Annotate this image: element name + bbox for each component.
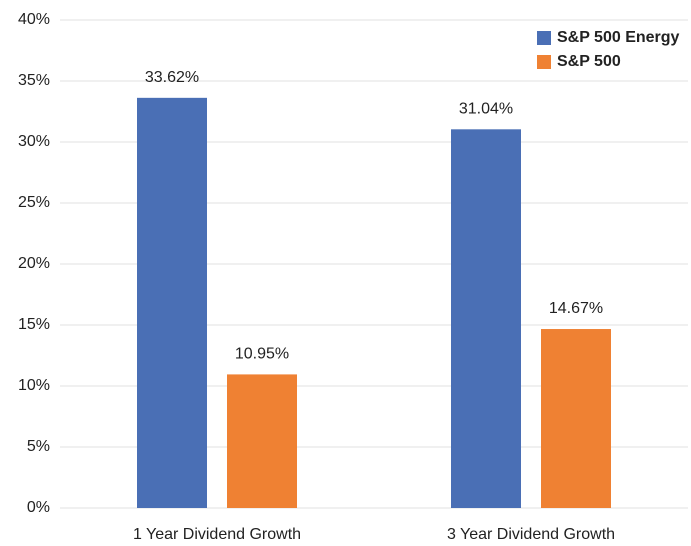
y-tick-label: 20% [18,255,50,272]
bar [227,374,297,508]
legend-swatch [537,55,551,69]
legend-label: S&P 500 Energy [557,29,680,46]
value-label: 33.62% [145,69,199,86]
bar [541,329,611,508]
legend-swatch [537,31,551,45]
y-tick-label: 35% [18,72,50,89]
value-label: 14.67% [549,300,603,317]
x-tick-label: 1 Year Dividend Growth [133,526,301,543]
y-tick-label: 10% [18,377,50,394]
y-tick-label: 0% [27,499,50,516]
value-label: 10.95% [235,346,289,363]
bar [137,97,207,508]
y-tick-label: 25% [18,194,50,211]
legend-label: S&P 500 [557,53,621,70]
y-tick-label: 15% [18,316,50,333]
bar [451,129,521,508]
y-tick-label: 30% [18,133,50,150]
y-tick-label: 5% [27,438,50,455]
x-tick-label: 3 Year Dividend Growth [447,526,615,543]
value-label: 31.04% [459,101,513,118]
y-tick-label: 40% [18,11,50,28]
